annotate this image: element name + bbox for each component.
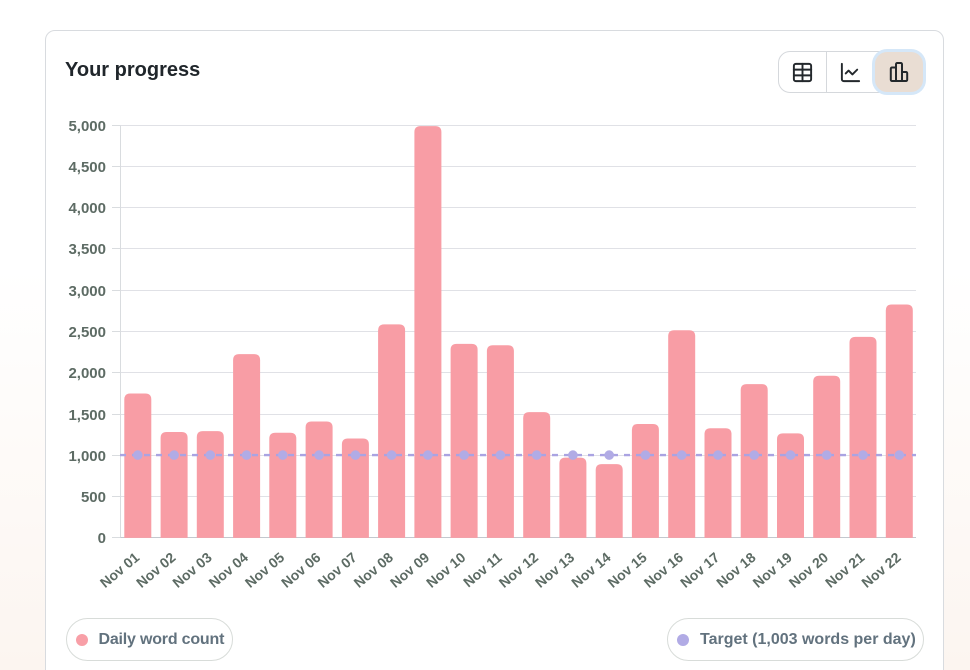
svg-text:Nov 20: Nov 20 bbox=[786, 549, 832, 591]
svg-text:Nov 03: Nov 03 bbox=[169, 549, 215, 591]
svg-text:Nov 19: Nov 19 bbox=[749, 549, 795, 591]
svg-text:4,000: 4,000 bbox=[68, 200, 106, 217]
svg-text:Nov 09: Nov 09 bbox=[387, 549, 433, 591]
svg-text:Nov 16: Nov 16 bbox=[641, 549, 687, 591]
svg-text:2,500: 2,500 bbox=[68, 324, 106, 341]
svg-text:3,500: 3,500 bbox=[68, 241, 106, 258]
svg-text:4,500: 4,500 bbox=[68, 159, 106, 176]
svg-text:500: 500 bbox=[81, 489, 106, 506]
svg-text:Nov 22: Nov 22 bbox=[858, 549, 904, 591]
svg-text:Nov 12: Nov 12 bbox=[496, 549, 542, 591]
svg-text:Nov 02: Nov 02 bbox=[133, 549, 179, 591]
svg-text:Nov 06: Nov 06 bbox=[278, 549, 324, 591]
svg-text:Nov 05: Nov 05 bbox=[242, 549, 288, 591]
svg-text:Nov 04: Nov 04 bbox=[206, 549, 252, 591]
svg-text:Nov 08: Nov 08 bbox=[351, 549, 397, 591]
svg-text:Nov 01: Nov 01 bbox=[97, 549, 143, 591]
svg-text:Nov 18: Nov 18 bbox=[713, 549, 759, 591]
svg-text:5,000: 5,000 bbox=[68, 118, 106, 135]
svg-text:3,000: 3,000 bbox=[68, 283, 106, 300]
svg-text:1,500: 1,500 bbox=[68, 407, 106, 424]
svg-text:Nov 07: Nov 07 bbox=[314, 549, 360, 591]
svg-text:0: 0 bbox=[98, 530, 106, 547]
svg-text:Nov 13: Nov 13 bbox=[532, 549, 578, 591]
svg-text:Nov 15: Nov 15 bbox=[604, 549, 650, 591]
svg-text:Nov 14: Nov 14 bbox=[568, 549, 614, 591]
svg-text:1,000: 1,000 bbox=[68, 448, 106, 465]
svg-text:Nov 10: Nov 10 bbox=[423, 549, 469, 591]
svg-text:Nov 17: Nov 17 bbox=[677, 549, 723, 591]
svg-text:2,000: 2,000 bbox=[68, 365, 106, 382]
svg-text:Nov 21: Nov 21 bbox=[822, 549, 868, 591]
svg-text:Nov 11: Nov 11 bbox=[460, 549, 505, 590]
